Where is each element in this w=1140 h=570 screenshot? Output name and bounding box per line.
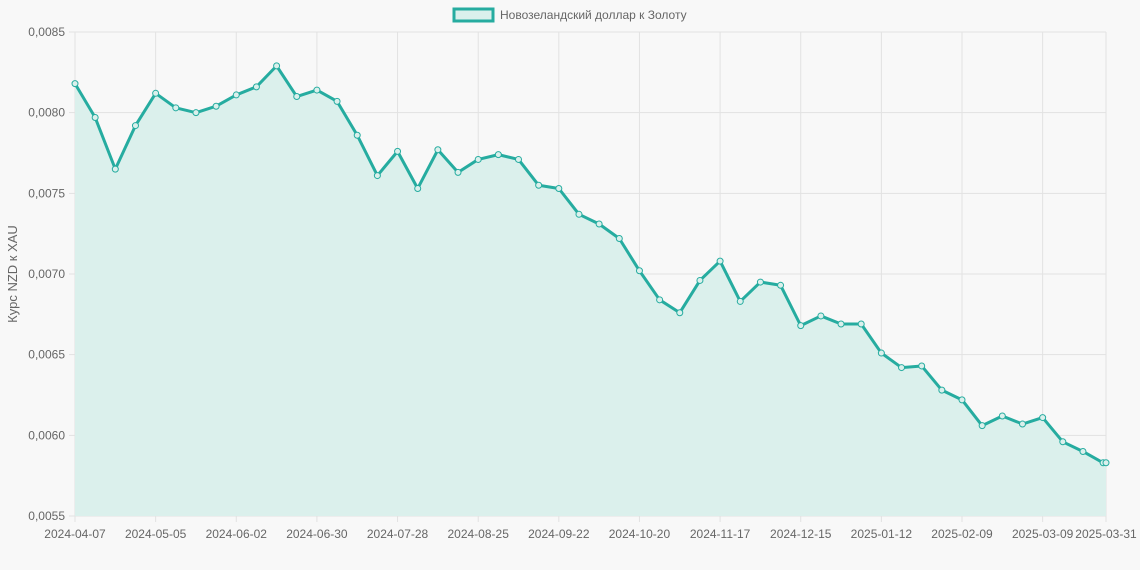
y-axis: 0,0085 0,0080 0,0075 0,0070 0,0065 0,0060 0,00… [28, 25, 65, 523]
data-point[interactable] [615, 235, 623, 243]
data-point[interactable] [918, 362, 926, 370]
data-point[interactable] [978, 422, 986, 430]
data-point[interactable] [313, 86, 321, 94]
data-point[interactable] [1018, 420, 1026, 428]
data-point[interactable] [1079, 447, 1087, 455]
data-point[interactable] [535, 181, 543, 189]
x-tick-label: 2024-05-05 [125, 527, 187, 541]
data-point[interactable] [998, 412, 1006, 420]
data-point[interactable] [71, 80, 79, 88]
data-point[interactable] [777, 281, 785, 289]
data-point[interactable] [837, 320, 845, 328]
data-point[interactable] [293, 93, 301, 101]
data-point[interactable] [656, 296, 664, 304]
data-point[interactable] [595, 220, 603, 228]
plot-area [73, 64, 1106, 516]
data-point[interactable] [696, 276, 704, 284]
x-tick-label: 2025-01-12 [851, 527, 913, 541]
y-tick-label: 0,0065 [28, 348, 65, 362]
data-point[interactable] [716, 257, 724, 265]
x-tick-label: 2025-03-31 [1075, 527, 1137, 541]
data-point[interactable] [877, 349, 885, 357]
data-point[interactable] [192, 109, 200, 117]
data-point[interactable] [1059, 438, 1067, 446]
y-tick-label: 0,0085 [28, 25, 65, 39]
data-point[interactable] [676, 309, 684, 317]
data-point[interactable] [373, 172, 381, 180]
data-point[interactable] [131, 122, 139, 130]
data-point[interactable] [817, 312, 825, 320]
x-tick-label: 2024-06-30 [286, 527, 348, 541]
y-tick-label: 0,0055 [28, 509, 65, 523]
data-point[interactable] [635, 267, 643, 275]
data-point[interactable] [414, 184, 422, 192]
data-point[interactable] [1039, 414, 1047, 422]
x-tick-label: 2024-04-07 [44, 527, 106, 541]
data-point[interactable] [333, 97, 341, 105]
data-point[interactable] [252, 83, 260, 91]
legend[interactable]: Новозеландский доллар к Золоту [452, 7, 687, 23]
data-point[interactable] [273, 62, 281, 70]
data-point[interactable] [172, 104, 180, 112]
y-tick-label: 0,0060 [28, 428, 65, 442]
data-point[interactable] [575, 210, 583, 218]
data-point[interactable] [515, 155, 523, 163]
data-point[interactable] [474, 155, 482, 163]
x-tick-label: 2024-07-28 [367, 527, 429, 541]
data-point[interactable] [394, 147, 402, 155]
data-point[interactable] [756, 278, 764, 286]
data-points [71, 62, 1110, 467]
data-point[interactable] [212, 102, 220, 110]
data-point[interactable] [152, 89, 160, 97]
y-tick-label: 0,0070 [28, 267, 65, 281]
legend-label[interactable]: Новозеландский доллар к Золоту [500, 8, 687, 22]
data-point[interactable] [958, 396, 966, 404]
data-point[interactable] [91, 114, 99, 122]
data-point[interactable] [938, 386, 946, 394]
x-tick-label: 2024-10-20 [609, 527, 671, 541]
data-point[interactable] [555, 184, 563, 192]
x-tick-label: 2024-06-02 [206, 527, 268, 541]
data-point[interactable] [736, 297, 744, 305]
data-point[interactable] [434, 146, 442, 154]
data-point[interactable] [232, 91, 240, 99]
x-tick-label: 2025-02-09 [931, 527, 993, 541]
data-point[interactable] [353, 131, 361, 139]
legend-swatch[interactable] [452, 7, 495, 23]
x-tick-label: 2024-12-15 [770, 527, 832, 541]
data-point[interactable] [111, 165, 119, 173]
y-axis-title: Курс NZD к XAU [5, 225, 20, 323]
y-tick-label: 0,0075 [28, 186, 65, 200]
y-tick-label: 0,0080 [28, 106, 65, 120]
x-axis: 2024-04-07 2024-05-05 2024-06-02 2024-06-30… [44, 527, 1137, 541]
x-tick-label: 2025-03-09 [1012, 527, 1074, 541]
data-point[interactable] [898, 364, 906, 372]
data-point[interactable] [857, 320, 865, 328]
data-point[interactable] [494, 151, 502, 159]
area-fill [75, 65, 1106, 516]
data-point[interactable] [1102, 459, 1110, 467]
data-point[interactable] [454, 168, 462, 176]
x-tick-label: 2024-11-17 [690, 527, 751, 541]
x-tick-label: 2024-08-25 [447, 527, 509, 541]
data-point[interactable] [797, 322, 805, 330]
x-tick-label: 2024-09-22 [528, 527, 590, 541]
